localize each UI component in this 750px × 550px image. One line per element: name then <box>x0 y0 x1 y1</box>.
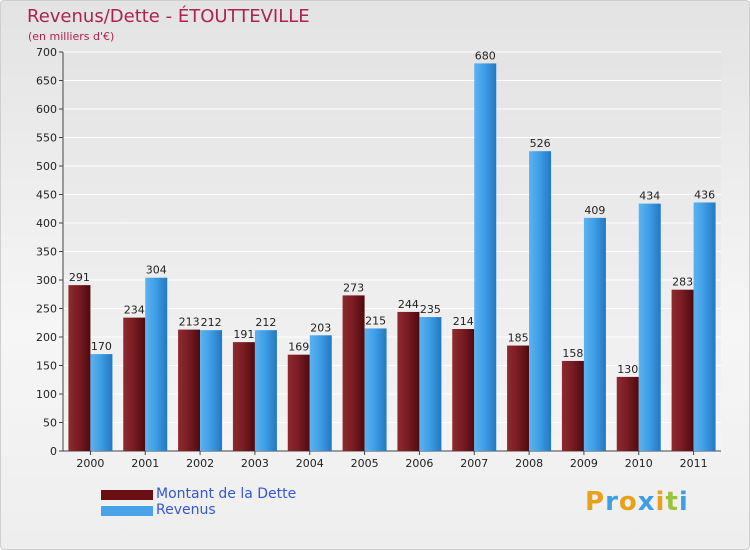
logo-letter: i <box>655 487 666 517</box>
chart-title: Revenus/Dette - ÉTOUTTEVILLE <box>27 6 310 27</box>
value-label-dette: 273 <box>343 281 364 294</box>
x-tick-label: 2007 <box>460 457 488 470</box>
y-tick-label: 550 <box>36 132 57 145</box>
logo-letter: t <box>665 487 679 517</box>
y-tick-label: 100 <box>36 388 57 401</box>
value-label-dette: 191 <box>233 328 254 341</box>
y-tick-label: 400 <box>36 217 57 230</box>
bar-dette <box>287 354 310 451</box>
value-label-dette: 130 <box>617 363 638 376</box>
x-tick-label: 2006 <box>405 457 433 470</box>
value-label-revenus: 680 <box>475 49 496 62</box>
value-label-revenus: 212 <box>255 316 276 329</box>
value-label-dette: 158 <box>562 347 583 360</box>
logo-letter: o <box>618 487 638 517</box>
value-label-dette: 185 <box>508 332 529 345</box>
bar-revenus <box>583 217 606 451</box>
value-label-dette: 234 <box>124 304 145 317</box>
proxiti-logo: Proxiti <box>585 487 689 517</box>
bar-revenus <box>474 63 497 452</box>
value-label-revenus: 436 <box>694 188 715 201</box>
bar-dette <box>452 329 475 451</box>
bar-dette <box>616 376 639 451</box>
bar-dette <box>671 289 694 451</box>
bar-dette <box>342 295 365 451</box>
y-tick-label: 350 <box>36 246 57 259</box>
bar-dette <box>178 329 201 451</box>
value-label-dette: 244 <box>398 298 419 311</box>
chart-subtitle: (en milliers d'€) <box>28 30 115 43</box>
y-tick-label: 650 <box>36 75 57 88</box>
bar-revenus <box>200 330 223 451</box>
value-label-revenus: 434 <box>639 190 660 203</box>
legend-swatch-dette <box>101 490 153 500</box>
y-tick-label: 150 <box>36 360 57 373</box>
y-tick-label: 250 <box>36 303 57 316</box>
bar-dette <box>561 360 584 451</box>
x-tick-label: 2004 <box>296 457 324 470</box>
bar-revenus <box>419 317 442 451</box>
value-label-dette: 283 <box>672 276 693 289</box>
bar-revenus <box>309 335 332 451</box>
y-tick-label: 50 <box>43 417 57 430</box>
value-label-revenus: 215 <box>365 314 386 327</box>
x-tick-label: 2003 <box>241 457 269 470</box>
value-label-dette: 214 <box>453 315 474 328</box>
y-tick-label: 0 <box>50 445 57 458</box>
x-tick-label: 2002 <box>186 457 214 470</box>
value-label-revenus: 304 <box>146 264 167 277</box>
bar-revenus <box>254 330 277 451</box>
legend-label-revenus: Revenus <box>156 502 216 518</box>
logo-letter: i <box>678 487 689 517</box>
bar-dette <box>123 317 146 451</box>
bar-revenus <box>693 202 716 451</box>
x-tick-label: 2000 <box>76 457 104 470</box>
x-tick-label: 2009 <box>570 457 598 470</box>
x-tick-label: 2008 <box>515 457 543 470</box>
value-label-dette: 213 <box>179 316 200 329</box>
y-tick-label: 500 <box>36 160 57 173</box>
y-tick-label: 200 <box>36 331 57 344</box>
bar-revenus <box>90 354 113 451</box>
legend-swatch-revenus <box>101 506 153 516</box>
bar-revenus <box>145 277 168 451</box>
bar-revenus <box>638 203 661 451</box>
y-tick-label: 700 <box>36 46 57 59</box>
value-label-revenus: 526 <box>530 137 551 150</box>
y-tick-label: 450 <box>36 189 57 202</box>
bar-revenus <box>529 151 552 451</box>
value-label-revenus: 409 <box>584 204 605 217</box>
bar-dette <box>397 311 420 451</box>
logo-letter: x <box>637 487 656 517</box>
value-label-revenus: 170 <box>91 340 112 353</box>
bar-revenus <box>364 328 387 451</box>
bar-dette <box>507 345 530 451</box>
bar-dette <box>68 285 91 451</box>
value-label-revenus: 212 <box>201 316 222 329</box>
logo-letter: P <box>585 487 606 517</box>
value-label-dette: 169 <box>288 341 309 354</box>
x-tick-label: 2010 <box>625 457 653 470</box>
y-tick-label: 300 <box>36 274 57 287</box>
legend-label-dette: Montant de la Dette <box>156 486 297 502</box>
x-tick-label: 2005 <box>351 457 379 470</box>
value-label-revenus: 203 <box>310 321 331 334</box>
y-tick-label: 600 <box>36 103 57 116</box>
logo-letter: r <box>605 487 619 517</box>
x-tick-label: 2001 <box>131 457 159 470</box>
value-label-revenus: 235 <box>420 303 441 316</box>
x-tick-label: 2011 <box>680 457 708 470</box>
bar-dette <box>232 342 255 451</box>
value-label-dette: 291 <box>69 271 90 284</box>
